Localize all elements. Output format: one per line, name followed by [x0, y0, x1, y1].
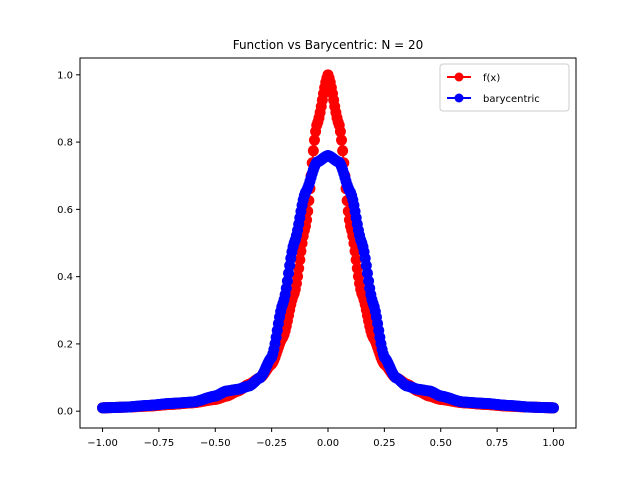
x-tick-label: 0.00 [317, 438, 339, 449]
data-point-barycentric [547, 402, 559, 414]
x-tick-label: 1.00 [542, 438, 564, 449]
x-tick-label: 0.75 [486, 438, 508, 449]
x-tick-label: −0.25 [256, 438, 287, 449]
plot-area [79, 57, 577, 429]
legend-label-barycentric: barycentric [483, 94, 540, 105]
legend: f(x) barycentric [439, 63, 570, 112]
x-tick-label: 0.25 [373, 438, 395, 449]
data-point-fx [293, 262, 305, 274]
series-barycentric [97, 150, 559, 414]
x-tick-label: −0.50 [200, 438, 231, 449]
legend-marker-fx [454, 72, 464, 82]
data-point-fx [336, 134, 348, 146]
x-tick-label: −0.75 [144, 438, 175, 449]
data-point-fx [350, 254, 362, 266]
y-tick-label: 0.6 [57, 205, 73, 216]
legend-entry-barycentric: barycentric [447, 93, 540, 105]
legend-marker-barycentric [454, 93, 464, 103]
y-tick-label: 0.8 [57, 138, 73, 149]
series-layer [97, 69, 559, 414]
data-point-fx [307, 145, 319, 157]
y-tick-label: 0.0 [57, 407, 73, 418]
x-axis: −1.00 −0.75 −0.50 −0.25 0.00 0.25 0.50 0.75 1.00 [87, 428, 565, 449]
data-point-fx [337, 145, 349, 157]
legend-label-fx: f(x) [483, 73, 500, 84]
legend-box [439, 63, 570, 112]
chart-title: Function vs Barycentric: N = 20 [233, 38, 424, 52]
data-point-fx [351, 262, 363, 274]
data-point-fx [292, 270, 304, 282]
y-axis: 0.0 0.2 0.4 0.6 0.8 1.0 [57, 70, 80, 418]
y-tick-label: 0.2 [57, 339, 73, 350]
data-point-fx [294, 254, 306, 266]
x-tick-label: 0.50 [430, 438, 452, 449]
x-tick-label: −1.00 [87, 438, 118, 449]
legend-entry-fx: f(x) [447, 72, 500, 84]
data-point-fx [308, 134, 320, 146]
data-point-fx [334, 126, 346, 138]
y-tick-label: 1.0 [57, 70, 73, 81]
y-tick-label: 0.4 [57, 272, 73, 283]
